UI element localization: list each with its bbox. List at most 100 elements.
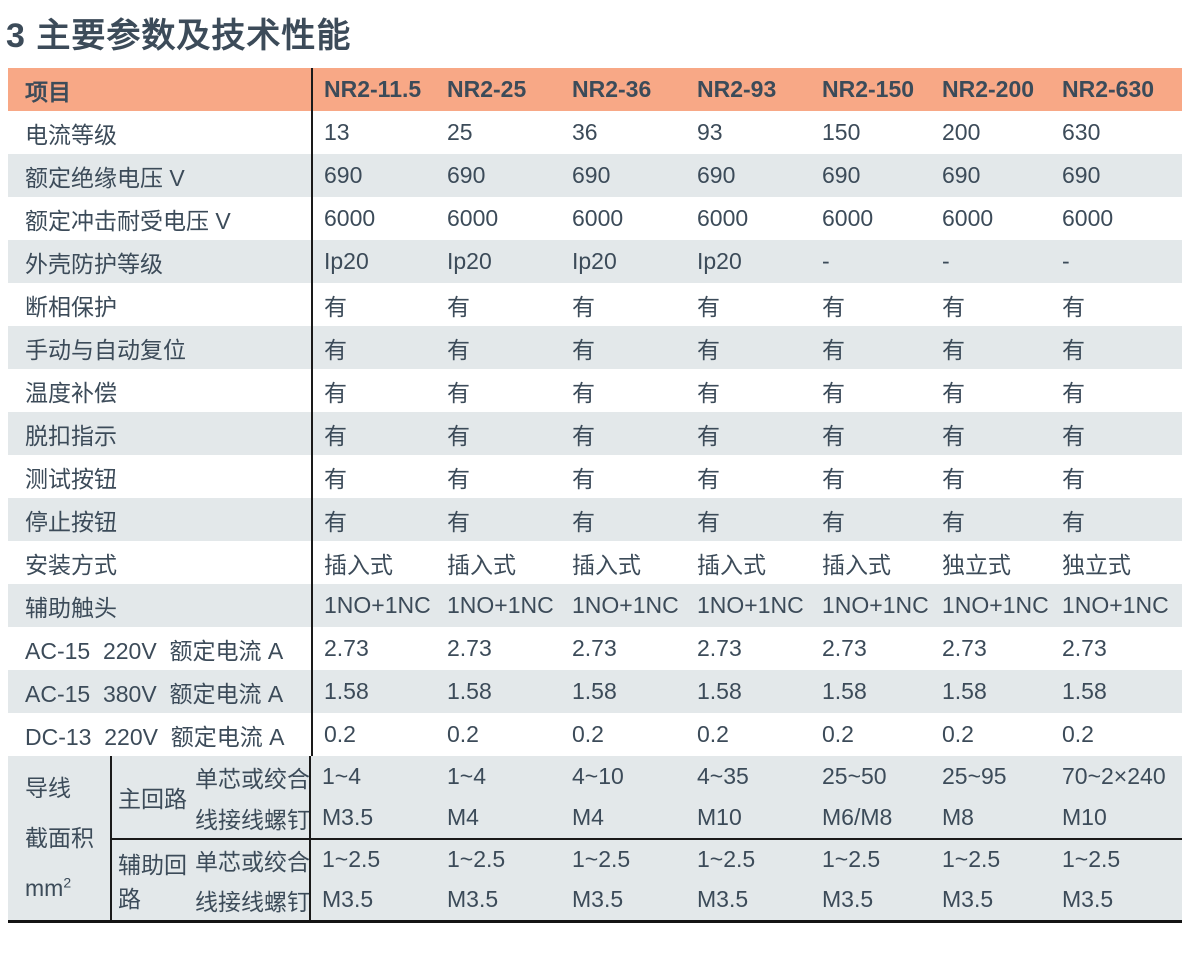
- wire-row-label: 单芯或绞合: [195, 838, 311, 879]
- cell-value: 插入式: [822, 551, 891, 578]
- cell-value: Ip20: [697, 248, 742, 274]
- cell-value: 插入式: [447, 551, 516, 578]
- cell-value: -: [822, 248, 830, 274]
- row-label: DC-13 220V 额定电流 A: [25, 723, 285, 750]
- cell-value: 1.58: [572, 678, 617, 704]
- cell-value: 有: [942, 336, 965, 363]
- wire-group-line: 截面积: [25, 825, 94, 851]
- wire-cell-value: M8: [942, 804, 974, 830]
- wire-cell-value: 1~2.5: [686, 838, 811, 879]
- cell-value: 有: [1062, 465, 1085, 492]
- table-row: 手动与自动复位有有有有有有有: [8, 326, 1182, 369]
- wire-cell-value: M6/M8: [822, 804, 893, 830]
- row-label: 电流等级: [25, 121, 117, 148]
- wire-unit-sup: 2: [63, 874, 72, 891]
- table-row: 停止按钮有有有有有有有: [8, 498, 1182, 541]
- cell-value: 0.2: [822, 721, 854, 747]
- header-cell-model: NR2-36: [572, 76, 652, 102]
- cell-value: 独立式: [942, 551, 1011, 578]
- row-label: 额定绝缘电压 V: [25, 164, 185, 191]
- cell-value: 有: [311, 369, 436, 412]
- cell-value: 有: [697, 293, 720, 320]
- cell-value: 2.73: [942, 635, 987, 661]
- cell-value: 2.73: [447, 635, 492, 661]
- cell-value: 有: [572, 336, 595, 363]
- cell-value: 6000: [697, 205, 749, 231]
- cell-value: 6000: [942, 205, 994, 231]
- cell-value: 0.2: [1062, 721, 1094, 747]
- cell-value: 1NO+1NC: [942, 592, 1049, 618]
- header-cell-model: NR2-200: [942, 76, 1035, 102]
- row-label: 温度补偿: [25, 379, 117, 406]
- table-row: 额定绝缘电压 V 690 690 690 690 690 690 690: [8, 154, 1182, 197]
- cell-value: 36: [572, 119, 598, 145]
- cell-value: 有: [572, 293, 595, 320]
- cell-value: 2.73: [572, 635, 617, 661]
- cell-value: 有: [822, 508, 845, 535]
- cell-value: 有: [447, 379, 470, 406]
- cell-value: 200: [942, 119, 981, 145]
- cell-value: 1.58: [1062, 678, 1107, 704]
- cell-value: 6000: [1062, 205, 1114, 231]
- row-label: AC-15 380V 额定电流 A: [25, 680, 284, 707]
- wire-row-label: 单芯或绞合: [195, 756, 311, 797]
- table-row: 电流等级 13 25 36 93 150 200 630: [8, 111, 1182, 154]
- table-header-row: 项目 NR2-11.5 NR2-25 NR2-36 NR2-93 NR2-150 NR2-2…: [8, 68, 1182, 111]
- wire-cell-value: 25~50: [822, 763, 887, 789]
- cell-value: 0.2: [447, 721, 479, 747]
- wire-cell-value: 70~2×240: [1062, 763, 1166, 789]
- cell-value: 有: [572, 422, 595, 449]
- cell-value: 有: [447, 422, 470, 449]
- wire-row-label: 线接线螺钉: [195, 879, 311, 920]
- wire-cell-value: 1~2.5: [1051, 838, 1182, 879]
- wire-section: 导线 截面积 mm2 主回路 辅助回路 单芯或绞合 1~4 1~4 4~10 4~35 25~50 2…: [8, 756, 1182, 923]
- wire-row-label: 线接线螺钉: [195, 797, 311, 838]
- cell-value: 690: [572, 162, 611, 188]
- cell-value: 0.2: [572, 721, 604, 747]
- spec-table: 项目 NR2-11.5 NR2-25 NR2-36 NR2-93 NR2-150 NR2-2…: [8, 68, 1182, 923]
- cell-value: 插入式: [311, 541, 436, 584]
- cell-value: 有: [311, 412, 436, 455]
- cell-value: 有: [572, 465, 595, 492]
- table-row: 脱扣指示有有有有有有有: [8, 412, 1182, 455]
- header-cell-item: 项目: [25, 78, 71, 105]
- cell-value: 有: [1062, 379, 1085, 406]
- row-label: 手动与自动复位: [25, 336, 186, 363]
- cell-value: 有: [697, 465, 720, 492]
- row-label: 停止按钮: [25, 508, 117, 535]
- cell-value: 6000: [311, 197, 436, 240]
- cell-value: 有: [572, 508, 595, 535]
- header-cell-model: NR2-93: [697, 76, 777, 102]
- cell-value: 有: [822, 293, 845, 320]
- table-row: 测试按钮有有有有有有有: [8, 455, 1182, 498]
- cell-value: 有: [1062, 293, 1085, 320]
- cell-value: 690: [447, 162, 486, 188]
- cell-value: Ip20: [311, 240, 436, 283]
- wire-cell-value: 1~4: [322, 763, 362, 789]
- cell-value: 插入式: [572, 551, 641, 578]
- cell-value: Ip20: [447, 248, 492, 274]
- cell-value: 有: [697, 508, 720, 535]
- cell-value: 1NO+1NC: [311, 584, 436, 627]
- subgroup-main-label: 主回路: [118, 786, 187, 812]
- cell-value: 690: [1062, 162, 1101, 188]
- cell-value: 有: [311, 326, 436, 369]
- wire-cell-value: M3.5: [697, 886, 749, 912]
- cell-value: 有: [447, 508, 470, 535]
- cell-value: 有: [1062, 422, 1085, 449]
- cell-value: 13: [311, 111, 436, 154]
- cell-value: 1NO+1NC: [572, 592, 679, 618]
- cell-value: 1NO+1NC: [447, 592, 554, 618]
- cell-value: 1NO+1NC: [697, 592, 804, 618]
- cell-value: 6000: [822, 205, 874, 231]
- wire-group-label: 导线 截面积 mm2: [8, 756, 112, 920]
- wire-cell-value: 1~2.5: [311, 838, 436, 879]
- cell-value: 有: [572, 379, 595, 406]
- cell-value: 690: [822, 162, 861, 188]
- subgroup-aux-label: 辅助回路: [112, 838, 195, 920]
- wire-cell-value: M4: [572, 804, 604, 830]
- cell-value: 有: [447, 293, 470, 320]
- wire-cell-value: M10: [697, 804, 742, 830]
- wire-cell-value: 4~35: [697, 763, 749, 789]
